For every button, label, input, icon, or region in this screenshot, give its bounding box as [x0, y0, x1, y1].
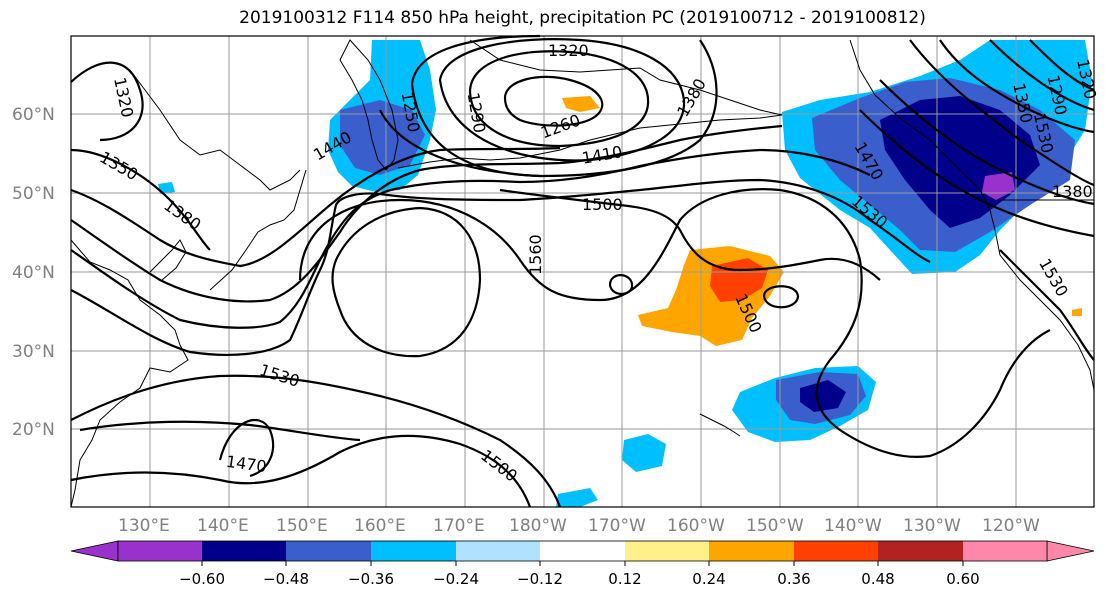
lat-label-60n: 60°N — [12, 105, 55, 125]
contour-1530-sw — [79, 420, 361, 442]
precip-sky-okhotsk-small — [158, 182, 175, 194]
contour-small-ring-2 — [762, 285, 800, 309]
colorbar-swatch-6 — [540, 541, 625, 561]
lon-label-150w: 150°W — [746, 516, 804, 536]
contour-ne-1530 — [999, 249, 1095, 361]
russia-east-coast — [129, 69, 301, 191]
cb-tick-p036: 0.36 — [777, 570, 810, 588]
colorbar-swatch-7 — [625, 541, 709, 561]
contour-1500-south — [70, 374, 562, 508]
contour-low-1260 — [503, 75, 604, 127]
cb-tick-m036: −0.36 — [348, 570, 394, 588]
contour-1470 — [70, 178, 931, 356]
gridlines — [71, 36, 1094, 507]
kamchatka-coast — [339, 39, 399, 171]
lon-label-130w: 130°W — [903, 516, 961, 536]
colorbar-ticks — [201, 561, 964, 566]
contour-1380-west — [70, 146, 561, 268]
colorbar-border — [117, 540, 1048, 562]
lon-label-170w: 170°W — [588, 516, 646, 536]
colorbar-extend-high — [1046, 540, 1095, 562]
lat-label-20n: 20°N — [12, 420, 55, 440]
cb-tick-p012: 0.12 — [608, 570, 641, 588]
map-title: 2019100312 F114 850 hPa height, precipit… — [239, 8, 926, 28]
lon-label-180w: 180°W — [509, 516, 567, 536]
colorbar-swatch-11 — [963, 541, 1047, 561]
contour-1410-north — [379, 109, 541, 178]
cb-tick-m024: −0.24 — [433, 570, 479, 588]
lat-label-50n: 50°N — [12, 184, 55, 204]
lon-labels: 130°E 140°E 150°E 160°E 170°E 180°W 170°… — [118, 516, 1040, 536]
cb-tick-m012: −0.12 — [517, 570, 563, 588]
contour-1500-main — [499, 188, 881, 281]
contour-1530-loop — [298, 188, 1051, 458]
cb-tick-m048: −0.48 — [263, 570, 309, 588]
precip-orange-coast — [1072, 308, 1082, 316]
colorbar-swatch-2 — [202, 541, 286, 561]
contour-1410-west — [70, 124, 783, 303]
lon-label-170e: 170°E — [433, 516, 485, 536]
map-frame-border — [70, 35, 1095, 508]
lat-labels: 60°N 50°N 40°N 30°N 20°N — [12, 105, 55, 440]
alaska-coast — [469, 39, 783, 116]
lon-label-120w: 120°W — [982, 516, 1040, 536]
colorbar-swatch-10 — [878, 541, 963, 561]
colorbar-swatch-9 — [794, 541, 878, 561]
contour-small-ring-1 — [608, 274, 634, 295]
colorbar-swatch-4 — [371, 541, 456, 561]
colorbar-swatch-1 — [118, 541, 202, 561]
clabel-1500: 1500 — [582, 195, 623, 214]
colorbar-swatch-5 — [456, 541, 540, 561]
clabel-1380-ne: 1380 — [1052, 182, 1093, 201]
cb-tick-p048: 0.48 — [861, 570, 894, 588]
lon-label-150e: 150°E — [276, 516, 328, 536]
contour-ne-1440 — [859, 109, 1095, 238]
lat-label-40n: 40°N — [12, 263, 55, 283]
precip-navy-sub — [800, 380, 846, 412]
contour-1350-north — [410, 34, 718, 178]
precip-orange-arctic — [562, 96, 600, 112]
colorbar: −0.60 −0.48 −0.36 −0.24 −0.12 0.12 0.24 … — [70, 540, 1095, 588]
clabel-1320-north: 1320 — [548, 41, 589, 60]
coastlines — [70, 39, 1095, 508]
korea-coast — [149, 239, 187, 281]
clabel-1560: 1560 — [526, 234, 545, 275]
asia-coast — [70, 239, 189, 508]
colorbar-extend-low — [70, 540, 119, 562]
contour-1320-west — [70, 61, 144, 142]
contour-ne-1320 — [989, 39, 1095, 112]
lat-label-30n: 30°N — [12, 342, 55, 362]
contour-ne-1410 — [879, 79, 1095, 206]
contour-high-1560 — [331, 206, 482, 358]
contour-1350-west — [70, 148, 211, 251]
contour-ne-1380 — [909, 39, 1095, 187]
colorbar-swatch-3 — [286, 541, 371, 561]
precip-royal-okhotsk — [340, 100, 425, 175]
contour-1290 — [468, 50, 650, 148]
lon-label-140e: 140°E — [197, 516, 249, 536]
cb-tick-m060: −0.60 — [179, 570, 225, 588]
precip-fills — [158, 40, 1092, 507]
colorbar-swatch-8 — [709, 541, 794, 561]
cb-tick-p060: 0.60 — [946, 570, 979, 588]
hawaii — [699, 413, 741, 437]
contour-ne-1350 — [939, 39, 1095, 134]
contour-1440 — [70, 148, 871, 329]
precip-blue-sub-small — [622, 434, 666, 472]
contour-1320-north — [438, 38, 686, 162]
na-west-coast — [849, 39, 1095, 391]
height-contours — [70, 34, 1095, 508]
cb-tick-p024: 0.24 — [692, 570, 725, 588]
contour-1500-south-loop — [70, 434, 532, 508]
precip-blue-sub-tiny — [556, 488, 598, 507]
lon-label-160w: 160°W — [667, 516, 725, 536]
contour-ne-1290 — [1029, 39, 1095, 92]
japan-coast — [209, 169, 307, 291]
lon-label-140w: 140°W — [824, 516, 882, 536]
contour-1470-south — [218, 419, 275, 478]
lon-label-130e: 130°E — [118, 516, 170, 536]
lon-label-160e: 160°E — [354, 516, 406, 536]
